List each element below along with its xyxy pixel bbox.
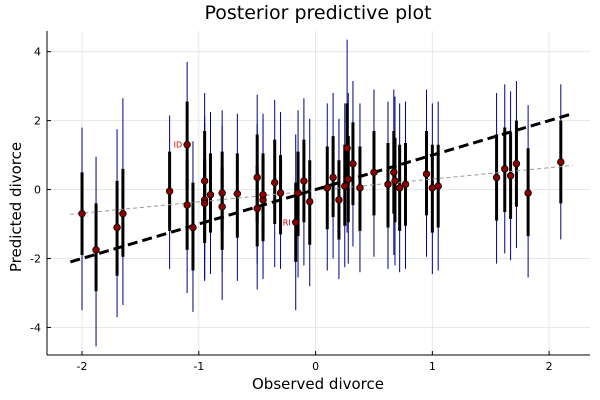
data-point [183, 141, 191, 149]
data-point [233, 189, 242, 198]
data-point [401, 180, 410, 189]
x-tick-label: 0 [312, 360, 319, 373]
data-point [524, 189, 532, 197]
data-point [119, 209, 127, 218]
data-point [343, 144, 351, 152]
point-annotations: ID RI [174, 141, 291, 228]
data-point [218, 189, 226, 197]
data-point [370, 168, 378, 177]
wide-interval-bars [81, 39, 562, 347]
data-point [323, 184, 331, 192]
data-point [306, 197, 314, 206]
x-tick-label: -2 [77, 360, 88, 373]
x-axis-label: Observed divorce [252, 375, 384, 393]
data-point [349, 160, 357, 168]
chart-title: Posterior predictive plot [204, 2, 431, 24]
narrow-interval-bars [80, 101, 563, 292]
data-point [557, 158, 565, 166]
data-point [501, 165, 509, 173]
x-tick-label: -1 [193, 360, 204, 373]
data-point [92, 246, 100, 254]
data-point [384, 180, 392, 189]
data-point [300, 177, 308, 185]
y-axis-label: Predicted divorce [7, 142, 25, 272]
data-point [492, 173, 501, 182]
data-point [329, 173, 337, 182]
grid-lines [47, 31, 590, 355]
data-point [391, 177, 399, 185]
data-point [356, 184, 364, 192]
data-point [294, 189, 302, 197]
data-point [113, 223, 121, 232]
data-point [276, 189, 285, 197]
data-point [206, 191, 215, 199]
axes [46, 31, 590, 356]
point-annotation: ID [174, 141, 183, 150]
y-tick-label: 4 [34, 46, 41, 59]
data-point [512, 160, 521, 168]
x-tick-label: 2 [546, 360, 553, 373]
data-points [78, 141, 565, 254]
y-tick-label: 2 [34, 115, 41, 128]
data-point [341, 182, 349, 190]
data-point [253, 204, 261, 213]
data-point [434, 182, 442, 190]
data-point [189, 223, 197, 232]
data-point [422, 170, 431, 178]
y-tick-label: -4 [30, 321, 41, 334]
y-tick-label: -2 [30, 252, 41, 265]
data-point [78, 209, 86, 218]
data-point [183, 201, 191, 209]
point-annotation: RI [283, 218, 291, 227]
data-point [271, 178, 279, 187]
data-point [335, 196, 343, 204]
y-tick-label: 0 [34, 184, 41, 197]
x-tick-label: 1 [429, 360, 436, 373]
data-point [395, 184, 404, 192]
data-point [259, 191, 267, 199]
data-point [165, 187, 174, 195]
data-point [292, 218, 300, 226]
data-point [506, 172, 515, 180]
tick-labels: -2 -1 0 1 2 -4 -2 0 2 4 [30, 46, 553, 373]
identity-line [69, 112, 573, 264]
data-point [390, 168, 398, 177]
data-point [218, 203, 226, 211]
reference-lines [69, 112, 573, 264]
regression-line [70, 164, 573, 215]
data-point [344, 175, 352, 183]
data-point [253, 173, 261, 182]
data-point [200, 199, 209, 208]
data-point [200, 177, 209, 185]
